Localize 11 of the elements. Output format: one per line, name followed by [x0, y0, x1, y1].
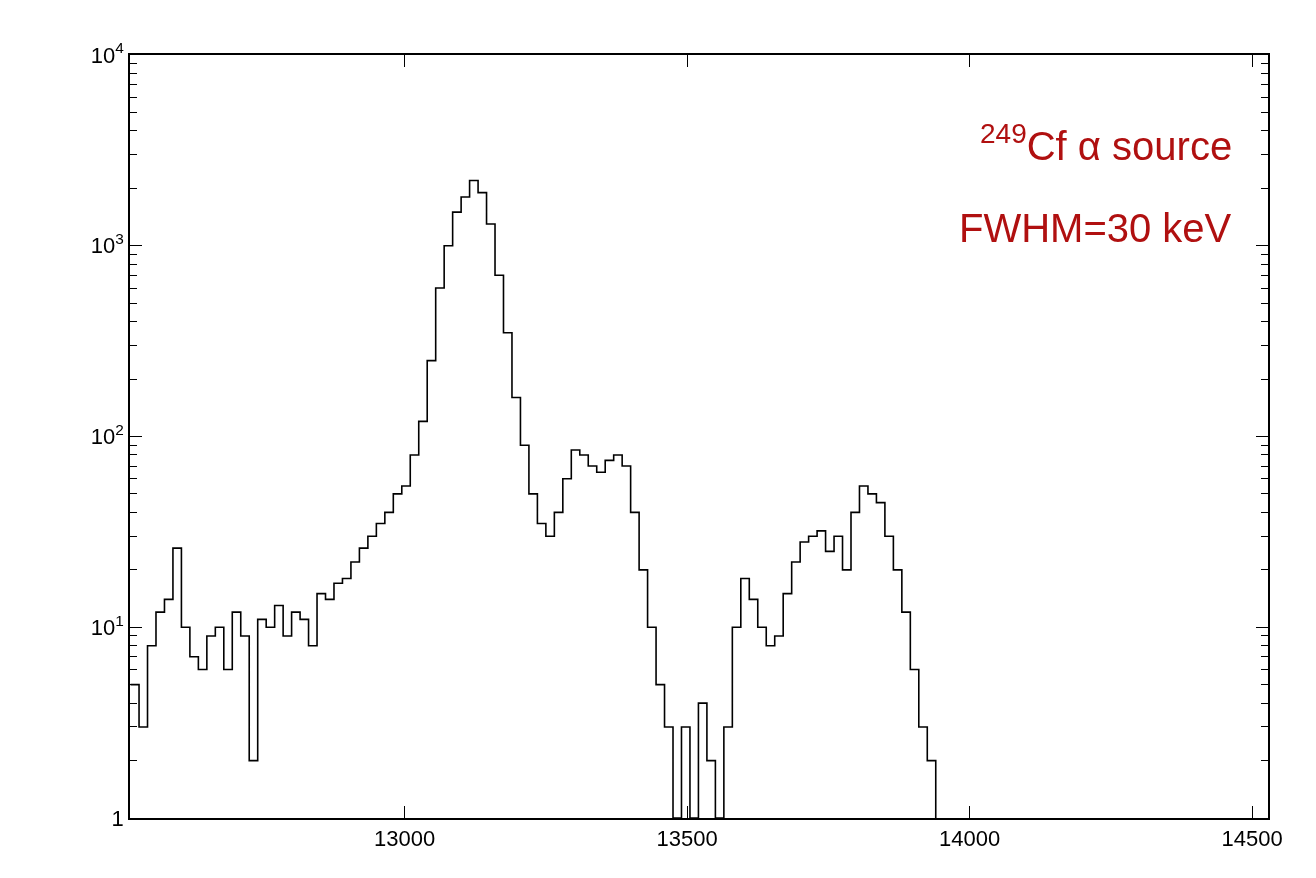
y-tick-label: 10$^{3}$ — [90, 230, 124, 259]
x-tick-label: 13500 — [656, 826, 718, 852]
y-tick-label: 10$^{2}$ — [90, 420, 124, 450]
x-tick-label: 13000 — [374, 826, 436, 852]
y-tick-label: 1 — [111, 805, 124, 831]
annotation: FWHM=30 keV — [959, 206, 1232, 250]
y-tick-label: 10$^{1}$ — [90, 611, 124, 640]
x-tick-label: 14000 — [939, 826, 1001, 852]
y-tick-label: 10$^{4}$ — [90, 39, 125, 68]
annotation: $^{249}$Cf α source — [980, 118, 1233, 168]
x-tick-label: 14500 — [1221, 826, 1283, 852]
